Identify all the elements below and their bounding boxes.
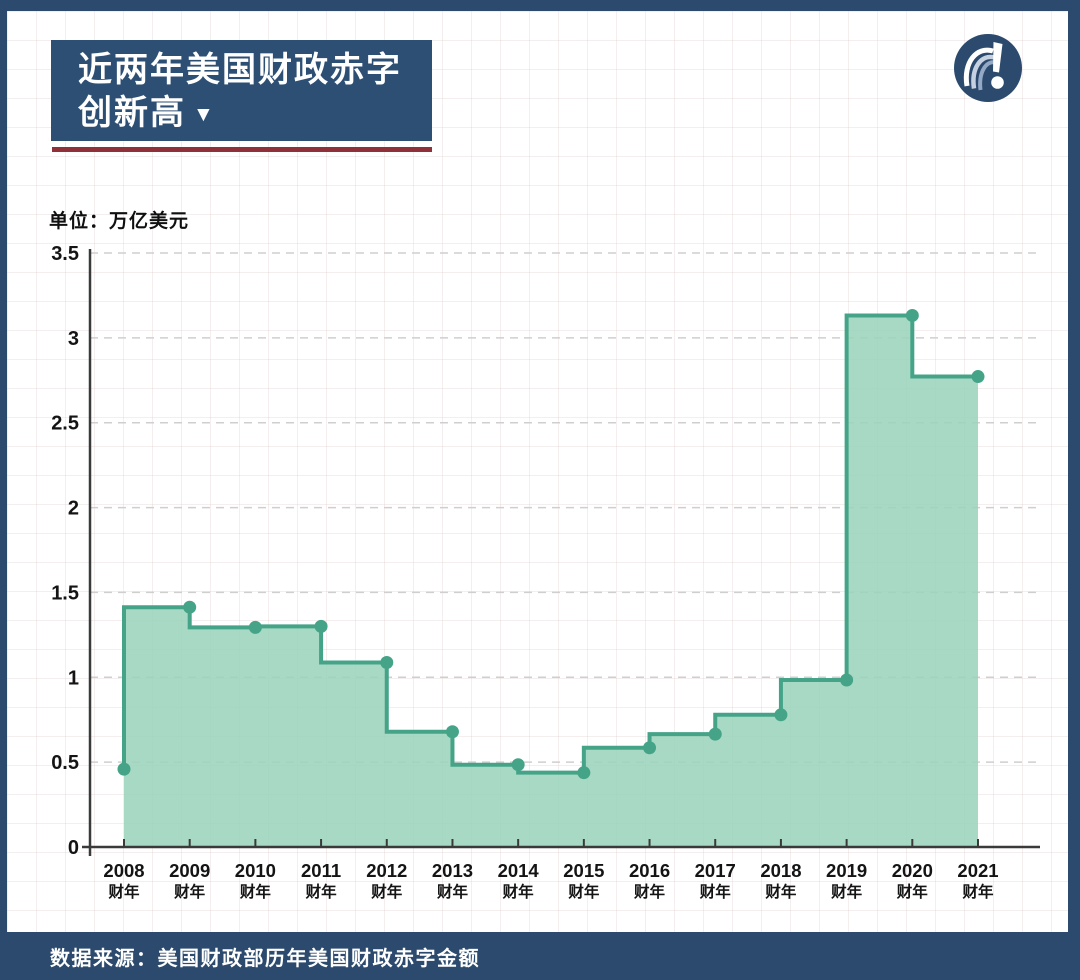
footer-bar: 数据来源：美国财政部历年美国财政赤字金额 <box>0 932 1080 980</box>
x-tick-label-year: 2009 <box>169 860 210 881</box>
y-tick-label: 1.5 <box>51 582 79 604</box>
page-title-line1: 近两年美国财政赤字 <box>78 51 402 89</box>
x-tick-label-year: 2014 <box>498 860 540 881</box>
x-tick-label-year: 2012 <box>366 860 407 881</box>
x-tick-label-fy: 财年 <box>897 882 929 901</box>
x-tick-label-year: 2020 <box>892 860 933 881</box>
x-tick-label-year: 2011 <box>301 860 341 881</box>
x-tick-label-fy: 财年 <box>831 882 863 901</box>
x-tick-label-year: 2008 <box>103 860 144 881</box>
x-tick-label-fy: 财年 <box>174 882 206 901</box>
y-tick-label: 3.5 <box>51 243 79 265</box>
y-tick-label: 2.5 <box>51 413 79 435</box>
x-tick-label-fy: 财年 <box>962 882 994 901</box>
data-point-2019 <box>840 673 854 687</box>
x-tick-label-fy: 财年 <box>765 882 797 901</box>
brand-logo-icon <box>954 34 1022 102</box>
x-tick-label-year: 2019 <box>826 860 867 881</box>
content-panel: 2008 财年 2009 财年 2010 财年 2011 财年 2012 财年 2013 财年 2014… <box>7 11 1068 932</box>
data-point-2013 <box>445 725 459 739</box>
x-tick-label-year: 2021 <box>957 860 998 881</box>
data-point-2021 <box>971 370 985 384</box>
x-tick-label-year: 2010 <box>235 860 276 881</box>
x-tick-label-fy: 财年 <box>634 882 666 901</box>
data-point-2012 <box>380 656 394 670</box>
area-fill <box>124 315 978 848</box>
x-tick-label-fy: 财年 <box>240 882 272 901</box>
y-tick-label: 0 <box>68 837 79 859</box>
x-tick-label-fy: 财年 <box>306 882 338 901</box>
data-point-2011 <box>314 619 328 633</box>
x-tick-label-fy: 财年 <box>503 882 535 901</box>
deficit-step-chart: 2008财年2009财年2010财年2011财年2012财年2013财年2014… <box>51 243 1040 901</box>
data-source-text: 数据来源：美国财政部历年美国财政赤字金额 <box>50 947 480 970</box>
y-tick-label: 0.5 <box>51 752 79 774</box>
data-point-2016 <box>643 741 657 755</box>
x-tick-label-fy: 财年 <box>371 882 403 901</box>
data-point-2015 <box>577 766 591 780</box>
data-point-2017 <box>708 727 722 741</box>
data-point-2008 <box>117 762 131 776</box>
x-tick-label-fy: 财年 <box>437 882 469 901</box>
x-tick-label-year: 2017 <box>695 860 736 881</box>
x-tick-label-year: 2015 <box>563 860 604 881</box>
data-point-2010 <box>248 620 262 634</box>
data-point-2018 <box>774 708 788 722</box>
y-tick-label: 3 <box>68 328 79 350</box>
data-point-2020 <box>905 308 919 322</box>
data-point-2014 <box>511 758 525 772</box>
x-tick-label-fy: 财年 <box>700 882 732 901</box>
y-tick-label: 2 <box>68 498 79 520</box>
title-underline <box>52 147 432 152</box>
x-tick-label-fy: 财年 <box>108 882 140 901</box>
x-tick-label-year: 2016 <box>629 860 670 881</box>
y-tick-label: 1 <box>68 667 79 689</box>
x-tick-label-fy: 财年 <box>568 882 600 901</box>
page-title-line2-text: 创新高 <box>78 94 186 132</box>
page-title-line2: 创新高 ▼ <box>78 92 432 136</box>
unit-label: 单位：万亿美元 <box>49 211 190 232</box>
x-tick-label-year: 2018 <box>760 860 801 881</box>
title-block: 近两年美国财政赤字 创新高 ▼ <box>51 40 432 141</box>
x-tick-label-year: 2013 <box>432 860 473 881</box>
down-triangle-icon: ▼ <box>193 103 216 126</box>
data-point-2009 <box>183 600 197 614</box>
